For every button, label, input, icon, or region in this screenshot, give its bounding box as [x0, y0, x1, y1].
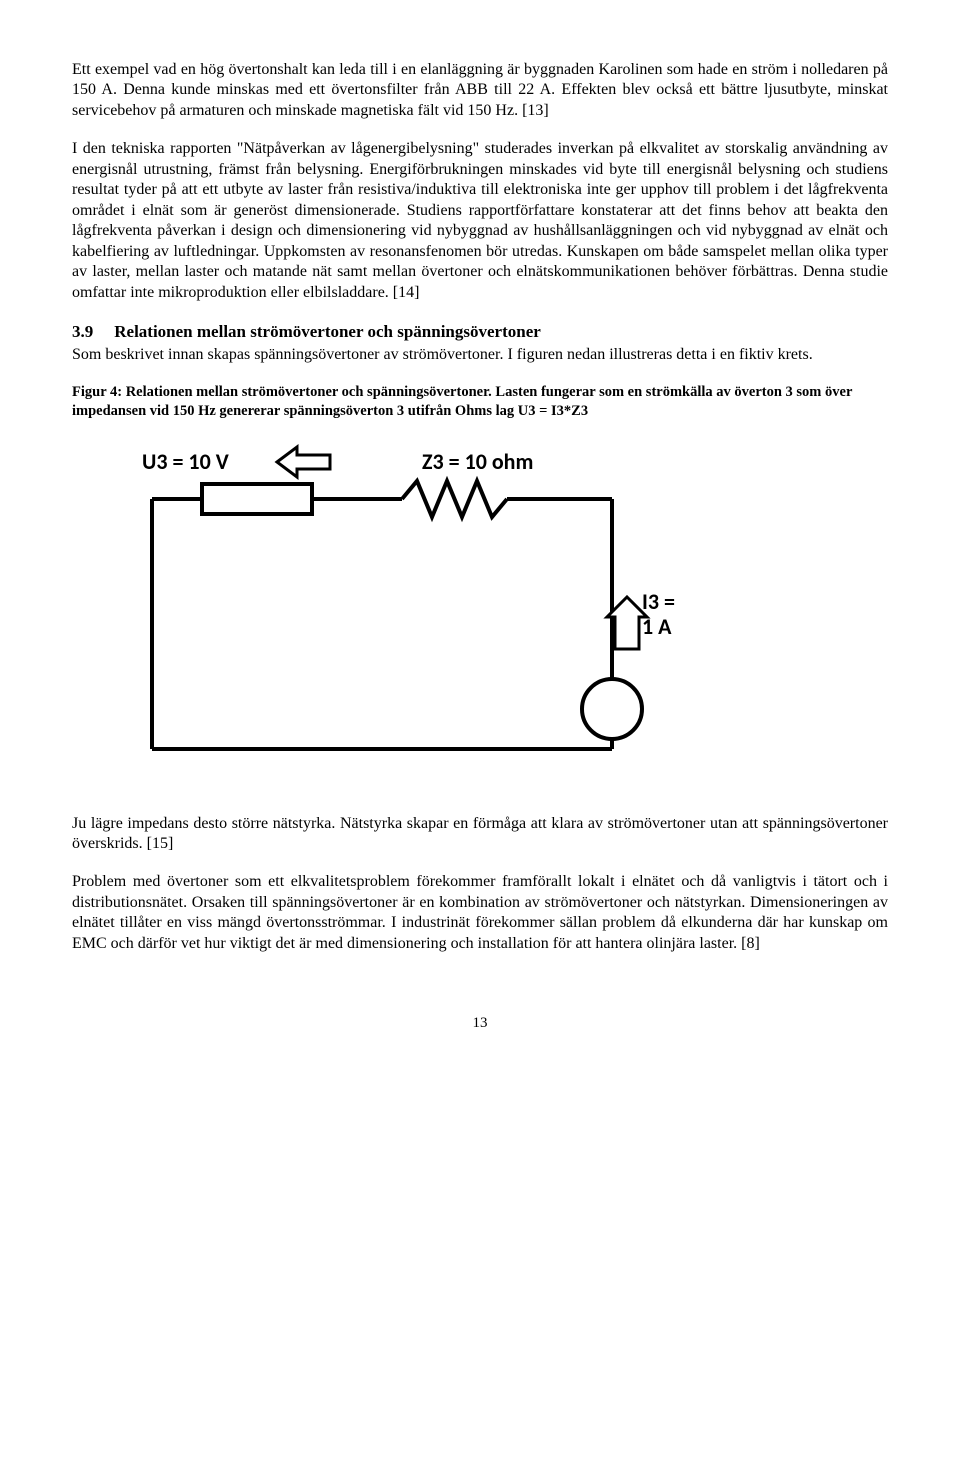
heading-title: Relationen mellan strömövertoner och spä…	[114, 322, 541, 341]
label-i3-line1: I3 =	[642, 588, 675, 615]
label-u3: U3 = 10 V	[142, 448, 229, 475]
paragraph-2: I den tekniska rapporten "Nätpåverkan av…	[72, 139, 888, 303]
paragraph-4: Ju lägre impedans desto större nätstyrka…	[72, 814, 888, 855]
label-z3: Z3 = 10 ohm	[422, 448, 533, 475]
circuit-diagram-svg: U3 = 10 V Z3 = 10 ohm I3 = 1 A	[72, 439, 712, 779]
figure-caption: Figur 4: Relationen mellan strömövertone…	[72, 383, 888, 421]
paragraph-1: Ett exempel vad en hög övertonshalt kan …	[72, 60, 888, 121]
page-number: 13	[72, 1014, 888, 1033]
circuit-wires	[152, 481, 642, 749]
section-heading: 3.9 Relationen mellan strömövertoner och…	[72, 321, 888, 343]
arrow-left-icon	[277, 447, 330, 477]
heading-number: 3.9	[72, 321, 110, 343]
paragraph-5: Problem med övertoner som ett elkvalitet…	[72, 872, 888, 954]
paragraph-3: Som beskrivet innan skapas spänningsöver…	[72, 345, 888, 365]
figure-4-circuit: U3 = 10 V Z3 = 10 ohm I3 = 1 A	[72, 439, 888, 785]
